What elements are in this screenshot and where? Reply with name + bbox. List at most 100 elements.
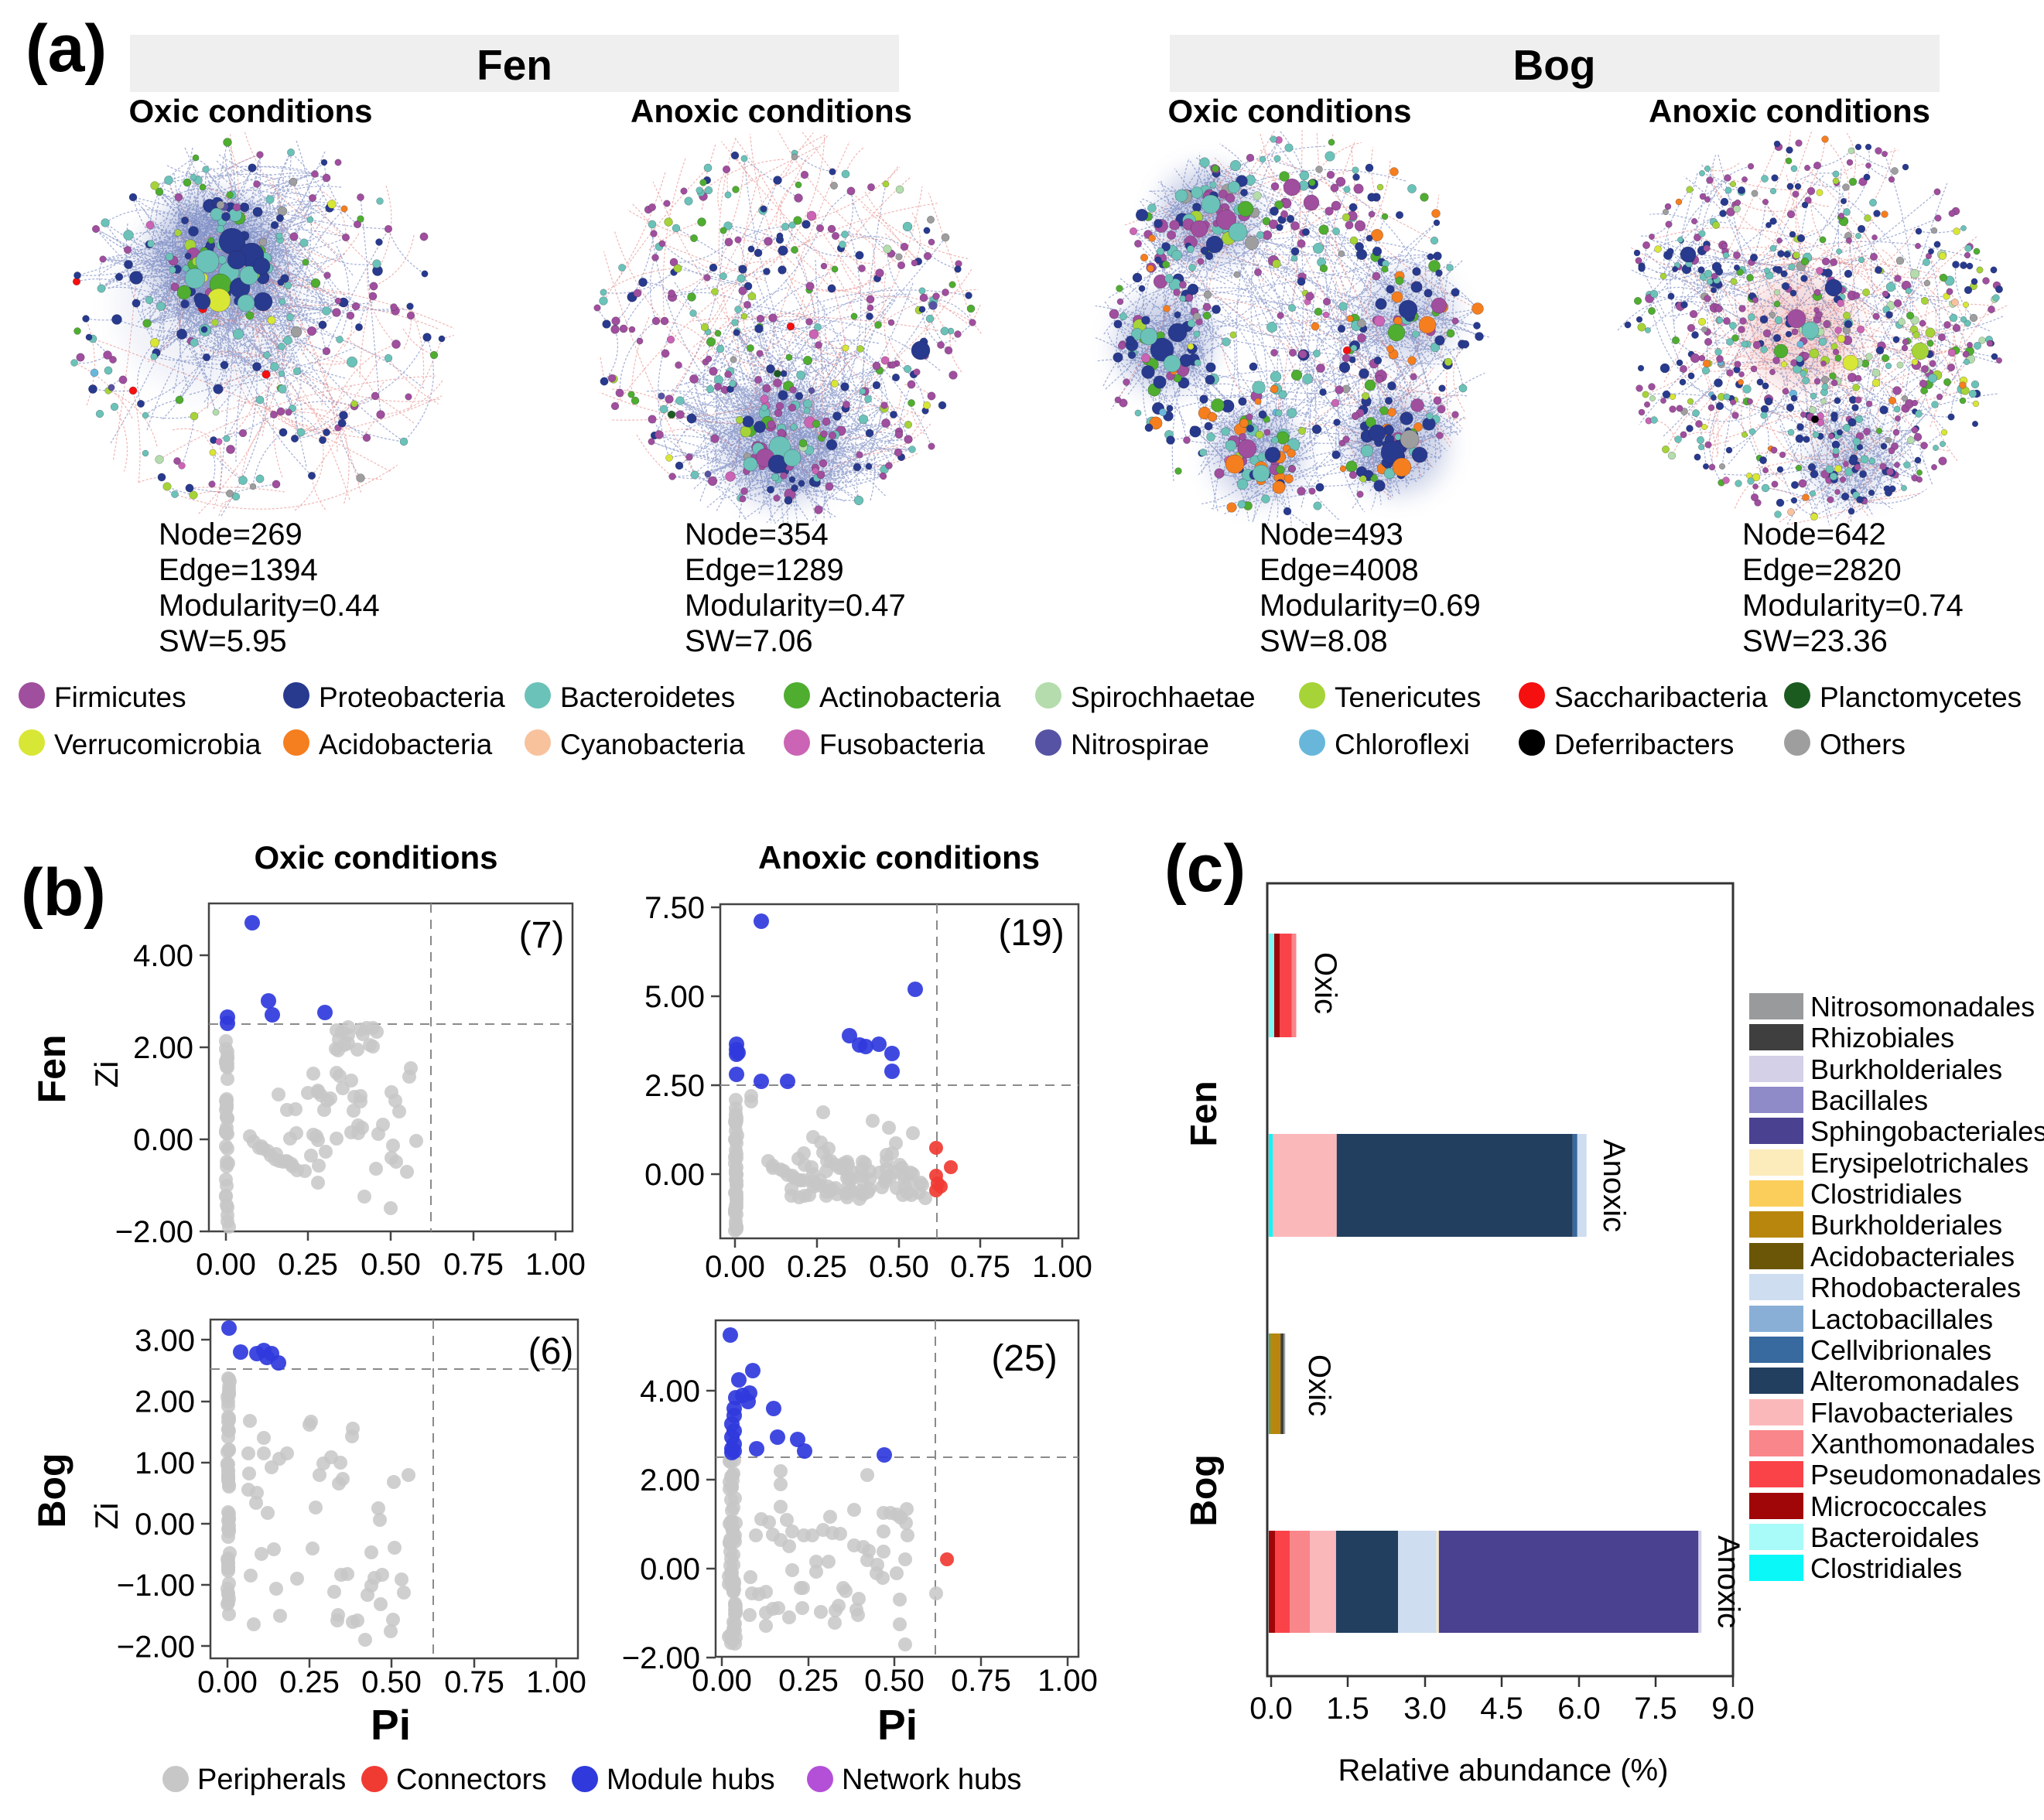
svg-text:Saccharibacteria: Saccharibacteria <box>1554 681 1768 713</box>
svg-text:Tenericutes: Tenericutes <box>1335 681 1481 713</box>
svg-text:Fen: Fen <box>477 41 552 89</box>
svg-text:7.5: 7.5 <box>1634 1692 1677 1726</box>
svg-text:Pseudomonadales: Pseudomonadales <box>1810 1459 2041 1490</box>
svg-text:1.00: 1.00 <box>1032 1250 1092 1284</box>
svg-text:6.0: 6.0 <box>1557 1692 1601 1726</box>
svg-text:Rhodobacterales: Rhodobacterales <box>1810 1272 2021 1303</box>
svg-text:−2.00: −2.00 <box>117 1630 195 1664</box>
svg-text:Micrococcales: Micrococcales <box>1810 1490 1987 1522</box>
svg-text:0.25: 0.25 <box>279 1665 340 1699</box>
svg-text:Bog: Bog <box>30 1453 73 1528</box>
svg-text:Clostridiales: Clostridiales <box>1810 1552 1962 1584</box>
svg-text:Pi: Pi <box>877 1701 918 1749</box>
svg-text:5.00: 5.00 <box>644 980 705 1014</box>
svg-text:4.00: 4.00 <box>133 939 193 973</box>
svg-text:0.00: 0.00 <box>692 1664 752 1698</box>
svg-text:Fen: Fen <box>30 1035 73 1104</box>
svg-text:Edge=1394: Edge=1394 <box>159 553 318 587</box>
svg-text:Others: Others <box>1820 729 1906 760</box>
svg-text:Nitrospirae: Nitrospirae <box>1071 729 1209 760</box>
svg-text:Oxic: Oxic <box>1302 1354 1336 1416</box>
svg-text:−2.00: −2.00 <box>622 1641 700 1675</box>
svg-text:Planctomycetes: Planctomycetes <box>1820 681 2022 713</box>
svg-text:0.00: 0.00 <box>197 1665 258 1699</box>
svg-text:Bog: Bog <box>1513 41 1596 89</box>
svg-text:Bacteroidetes: Bacteroidetes <box>560 681 735 713</box>
svg-text:Node=354: Node=354 <box>685 517 829 551</box>
svg-text:Actinobacteria: Actinobacteria <box>819 681 1001 713</box>
svg-text:Acidobacteriales: Acidobacteriales <box>1810 1241 2015 1272</box>
svg-text:0.0: 0.0 <box>1249 1692 1293 1726</box>
svg-text:2.00: 2.00 <box>133 1031 193 1065</box>
svg-text:Fen: Fen <box>1184 1081 1225 1146</box>
svg-text:Modularity=0.74: Modularity=0.74 <box>1742 589 1964 623</box>
svg-text:0.50: 0.50 <box>361 1665 422 1699</box>
svg-text:Modularity=0.69: Modularity=0.69 <box>1260 589 1481 623</box>
svg-text:(b): (b) <box>21 855 106 930</box>
svg-text:(6): (6) <box>528 1331 574 1372</box>
svg-text:Clostridiales: Clostridiales <box>1810 1178 1962 1210</box>
svg-text:Peripherals: Peripherals <box>197 1764 346 1796</box>
svg-text:(25): (25) <box>991 1338 1057 1379</box>
svg-text:SW=5.95: SW=5.95 <box>159 624 287 658</box>
svg-text:0.00: 0.00 <box>640 1552 700 1586</box>
svg-text:Fusobacteria: Fusobacteria <box>819 729 985 760</box>
svg-text:Nitrosomonadales: Nitrosomonadales <box>1810 991 2035 1023</box>
svg-text:0.00: 0.00 <box>705 1250 765 1284</box>
svg-text:Node=493: Node=493 <box>1260 517 1403 551</box>
svg-text:Erysipelotrichales: Erysipelotrichales <box>1810 1147 2029 1179</box>
svg-text:Burkholderiales: Burkholderiales <box>1810 1209 2002 1241</box>
svg-text:Oxic: Oxic <box>1308 952 1342 1014</box>
svg-text:Module hubs: Module hubs <box>607 1764 775 1796</box>
svg-text:Zi: Zi <box>88 1503 125 1530</box>
svg-text:0.50: 0.50 <box>361 1248 421 1282</box>
svg-text:(19): (19) <box>998 913 1064 954</box>
svg-text:Modularity=0.47: Modularity=0.47 <box>685 589 906 623</box>
svg-text:Node=269: Node=269 <box>159 517 302 551</box>
svg-text:Sphingobacteriales: Sphingobacteriales <box>1810 1115 2044 1147</box>
svg-text:Flavobacteriales: Flavobacteriales <box>1810 1397 2013 1429</box>
svg-text:0.00: 0.00 <box>135 1508 195 1542</box>
svg-text:Cyanobacteria: Cyanobacteria <box>560 729 745 760</box>
svg-text:SW=8.08: SW=8.08 <box>1260 624 1388 658</box>
svg-text:SW=7.06: SW=7.06 <box>685 624 813 658</box>
svg-text:Oxic conditions: Oxic conditions <box>1167 93 1411 129</box>
svg-text:Cellvibrionales: Cellvibrionales <box>1810 1334 1991 1366</box>
svg-text:(a): (a) <box>26 12 107 86</box>
svg-text:2.50: 2.50 <box>644 1069 705 1103</box>
svg-text:3.0: 3.0 <box>1403 1692 1447 1726</box>
svg-text:Edge=4008: Edge=4008 <box>1260 553 1419 587</box>
svg-text:2.00: 2.00 <box>135 1385 195 1419</box>
svg-text:Rhizobiales: Rhizobiales <box>1810 1022 1954 1053</box>
svg-text:0.25: 0.25 <box>787 1250 847 1284</box>
svg-text:0.25: 0.25 <box>778 1664 839 1698</box>
svg-text:9.0: 9.0 <box>1711 1692 1755 1726</box>
svg-text:1.00: 1.00 <box>526 1665 586 1699</box>
svg-text:0.75: 0.75 <box>443 1248 504 1282</box>
svg-text:4.5: 4.5 <box>1480 1692 1523 1726</box>
svg-text:Edge=2820: Edge=2820 <box>1742 553 1902 587</box>
svg-text:Proteobacteria: Proteobacteria <box>319 681 505 713</box>
svg-text:0.25: 0.25 <box>278 1248 338 1282</box>
svg-text:Anoxic: Anoxic <box>1711 1535 1745 1628</box>
svg-text:Anoxic conditions: Anoxic conditions <box>1649 93 1930 129</box>
svg-text:Alteromonadales: Alteromonadales <box>1810 1365 2019 1397</box>
svg-text:0.00: 0.00 <box>133 1123 193 1157</box>
svg-text:Bacillales: Bacillales <box>1810 1084 1928 1116</box>
svg-text:1.00: 1.00 <box>135 1446 195 1480</box>
svg-text:0.50: 0.50 <box>869 1250 929 1284</box>
svg-text:Xanthomonadales: Xanthomonadales <box>1810 1428 2035 1460</box>
svg-text:Zi: Zi <box>88 1061 125 1088</box>
svg-text:Deferribacters: Deferribacters <box>1554 729 1734 760</box>
svg-text:1.00: 1.00 <box>1037 1664 1098 1698</box>
svg-text:2.00: 2.00 <box>640 1463 700 1497</box>
svg-text:Bacteroidales: Bacteroidales <box>1810 1521 1979 1553</box>
svg-text:Anoxic conditions: Anoxic conditions <box>631 93 912 129</box>
svg-text:Lactobacillales: Lactobacillales <box>1810 1303 1993 1335</box>
svg-text:SW=23.36: SW=23.36 <box>1742 624 1888 658</box>
svg-text:Connectors: Connectors <box>396 1764 546 1796</box>
svg-text:Verrucomicrobia: Verrucomicrobia <box>54 729 261 760</box>
svg-text:Node=642: Node=642 <box>1742 517 1886 551</box>
svg-text:0.00: 0.00 <box>196 1248 256 1282</box>
svg-text:Firmicutes: Firmicutes <box>54 681 186 713</box>
